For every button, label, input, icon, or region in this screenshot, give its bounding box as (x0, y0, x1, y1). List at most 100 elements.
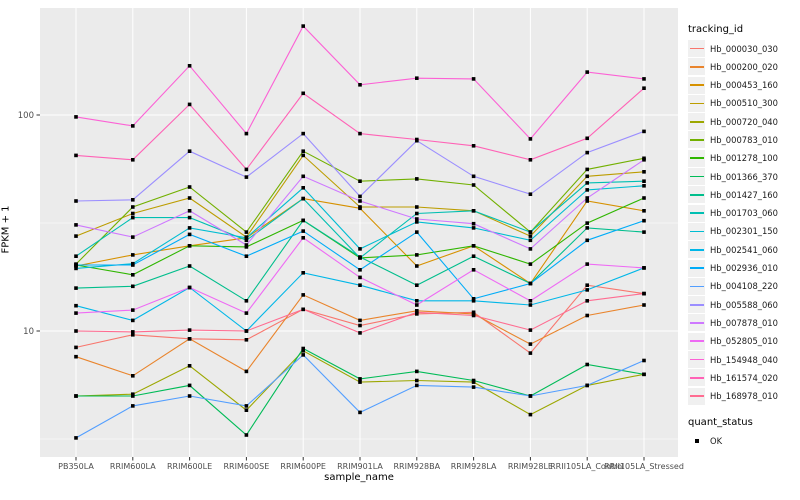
data-point-marker (131, 211, 135, 216)
data-point-marker (244, 408, 249, 412)
legend-item-label: Hb_001366_370 (710, 171, 778, 182)
data-point-marker (471, 254, 476, 258)
legend-item-Hb_001703_060: Hb_001703_060 (688, 204, 800, 222)
data-point-marker (244, 230, 249, 234)
data-point-marker (187, 328, 192, 332)
data-point-marker (244, 329, 249, 333)
legend-item-label: Hb_052805_010 (710, 336, 778, 347)
data-point-marker (74, 354, 78, 359)
data-point-marker (642, 372, 646, 377)
legend-key-line-icon (689, 139, 704, 141)
data-point-marker (358, 179, 362, 183)
data-point-marker (301, 271, 305, 275)
data-point-marker (585, 383, 589, 388)
legend-item-label: Hb_000720_040 (710, 116, 778, 127)
legend-item-Hb_001278_100: Hb_001278_100 (688, 149, 800, 167)
data-point-marker (187, 232, 192, 237)
data-point-marker (528, 192, 533, 196)
data-point-marker (585, 167, 589, 172)
data-point-marker (471, 77, 476, 81)
data-point-marker (187, 394, 192, 398)
data-point-marker (471, 144, 476, 148)
data-point-marker (244, 175, 249, 179)
data-point-marker (642, 218, 646, 223)
legend-key-line-icon (689, 377, 704, 379)
data-point-marker (74, 329, 78, 333)
legend-item-label: Hb_002936_010 (710, 263, 778, 274)
data-point-marker (74, 115, 78, 119)
data-point-marker (301, 174, 305, 179)
x-tick-label: RRIM600LA (110, 462, 156, 471)
data-point-marker (471, 221, 476, 226)
legend-item-Hb_052805_010: Hb_052805_010 (688, 332, 800, 350)
data-point-marker (415, 230, 419, 234)
data-point-marker (131, 205, 135, 209)
data-point-marker (358, 410, 362, 415)
data-point-marker (244, 338, 249, 342)
data-point-marker (415, 177, 419, 181)
data-point-marker (301, 346, 305, 351)
data-point-marker (131, 124, 135, 128)
legend-item-Hb_001366_370: Hb_001366_370 (688, 168, 800, 186)
legend-item-label: Hb_001427_160 (710, 189, 778, 200)
data-point-marker (415, 205, 419, 209)
legend-item-Hb_168978_010: Hb_168978_010 (688, 387, 800, 405)
data-point-marker (642, 291, 646, 296)
data-point-marker (471, 209, 476, 213)
legend-item-Hb_000453_160: Hb_000453_160 (688, 76, 800, 94)
data-point-marker (471, 226, 476, 230)
data-point-marker (471, 244, 476, 248)
legend-item-label: Hb_004108_220 (710, 281, 778, 292)
legend-key-swatch (688, 351, 705, 369)
x-tick-label: PB350LA (58, 462, 94, 471)
legend-key-swatch (688, 58, 705, 76)
legend-key-swatch (688, 76, 705, 94)
legend-key-line-icon (689, 285, 704, 288)
data-point-marker (528, 137, 533, 141)
data-point-marker (301, 218, 305, 223)
data-point-marker (415, 220, 419, 224)
legend-item-label: OK (710, 436, 723, 447)
data-point-marker (358, 275, 362, 280)
data-point-marker (642, 266, 646, 270)
data-point-marker (585, 136, 589, 141)
data-point-marker (528, 351, 533, 355)
data-point-marker (585, 238, 589, 243)
legend-key-line-icon (689, 47, 704, 50)
data-point-marker (358, 283, 362, 287)
data-point-marker (74, 286, 78, 290)
data-point-marker (301, 229, 305, 233)
legend-key-swatch (688, 387, 705, 405)
data-point-marker (301, 149, 305, 153)
data-point-marker (187, 196, 192, 200)
x-tick-label: RRII105LA_Control (550, 462, 624, 471)
data-point-marker (585, 288, 589, 292)
data-point-marker (528, 342, 533, 346)
data-point-marker (528, 281, 533, 286)
data-point-marker (187, 226, 192, 230)
data-point-marker (74, 303, 78, 308)
data-point-marker (585, 150, 589, 155)
y-tick-label: 10 (23, 327, 34, 337)
data-point-marker (585, 226, 589, 230)
data-point-marker (301, 236, 305, 240)
data-point-marker (187, 285, 192, 290)
data-point-marker (74, 345, 78, 350)
data-point-marker (187, 244, 192, 248)
y-axis-title: FPKM + 1 (0, 205, 12, 254)
data-point-marker (301, 131, 305, 136)
data-point-marker (585, 299, 589, 303)
data-point-marker (528, 299, 533, 303)
data-point-marker (471, 268, 476, 272)
data-point-marker (471, 385, 476, 389)
data-point-marker (74, 263, 78, 267)
quant-ok-marker-icon (688, 433, 705, 450)
data-point-marker (528, 238, 533, 243)
data-point-marker (187, 149, 192, 153)
data-point-marker (415, 76, 419, 80)
legend-key-line-icon (689, 303, 704, 306)
data-point-marker (131, 333, 135, 337)
data-point-marker (585, 188, 589, 192)
legend-item-label: Hb_007878_010 (710, 317, 778, 328)
data-point-marker (585, 262, 589, 266)
